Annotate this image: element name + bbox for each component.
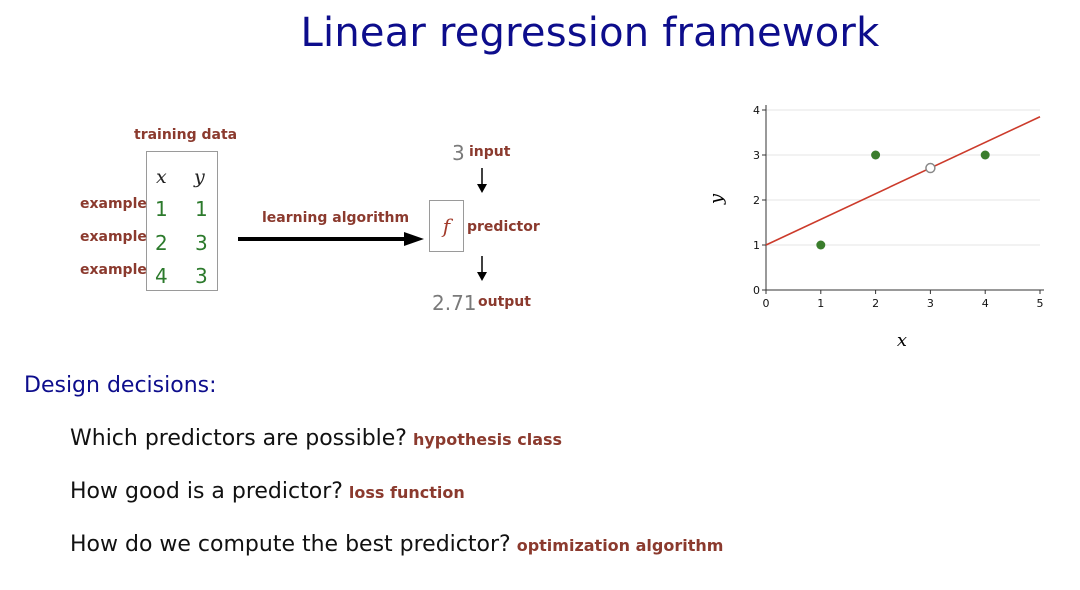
x-axis-label: x [897, 330, 907, 351]
arrow-down-icon [477, 168, 487, 193]
y-axis-label: y [706, 193, 727, 205]
regression-chart: 0 1 2 3 4 5 0 1 2 3 4 x y [706, 104, 1044, 351]
cell-x: 2 [155, 231, 168, 255]
predictor-label: predictor [467, 219, 540, 235]
data-point [871, 150, 881, 160]
cell-y: 3 [195, 264, 208, 288]
example-label: example [80, 229, 147, 245]
fit-line [765, 116, 1041, 246]
learning-algorithm-label: learning algorithm [262, 210, 410, 226]
output-label: output [478, 294, 531, 310]
y-tick-label: 1 [753, 239, 760, 252]
question-text: How good is a predictor? [70, 479, 343, 504]
predictor-symbol: f [442, 214, 451, 238]
cell-x: 1 [155, 197, 168, 221]
example-label: example [80, 262, 147, 278]
predictor-box: f [429, 200, 464, 252]
question-text: How do we compute the best predictor? [70, 532, 511, 557]
learning-arrow-icon [238, 232, 424, 246]
x-tick-label: 0 [763, 297, 770, 310]
y-tick-label: 4 [753, 104, 760, 117]
cell-y: 3 [195, 231, 208, 255]
training-data-table [146, 151, 218, 291]
y-tick-label: 3 [753, 149, 760, 162]
x-tick-label: 5 [1037, 297, 1044, 310]
x-tick-label: 2 [872, 297, 879, 310]
design-question: How do we compute the best predictor? opt… [70, 532, 723, 557]
x-tick-label: 3 [927, 297, 934, 310]
design-question: Which predictors are possible? hypothesis… [70, 426, 562, 451]
cell-x: 4 [155, 264, 168, 288]
input-value: 3 [452, 141, 465, 165]
output-value: 2.71 [432, 291, 477, 315]
input-label: input [469, 144, 511, 160]
y-tick-label: 0 [753, 284, 760, 297]
data-point [816, 240, 826, 250]
question-tag: optimization algorithm [516, 536, 724, 555]
query-point [925, 162, 936, 174]
arrow-down-icon [477, 256, 487, 281]
x-tick-label: 4 [982, 297, 989, 310]
column-header-y: y [194, 166, 205, 188]
column-header-x: x [156, 166, 167, 188]
x-tick-label: 1 [817, 297, 824, 310]
example-label: example [80, 196, 147, 212]
question-tag: hypothesis class [412, 430, 563, 449]
cell-y: 1 [195, 197, 208, 221]
y-tick-label: 2 [753, 194, 760, 207]
question-tag: loss function [348, 483, 465, 502]
design-decisions-title: Design decisions: [24, 373, 217, 398]
page-title: Linear regression framework [300, 10, 880, 56]
design-question: How good is a predictor? loss function [70, 479, 465, 504]
data-point [980, 150, 990, 160]
question-text: Which predictors are possible? [70, 426, 407, 451]
training-data-label: training data [134, 127, 238, 143]
